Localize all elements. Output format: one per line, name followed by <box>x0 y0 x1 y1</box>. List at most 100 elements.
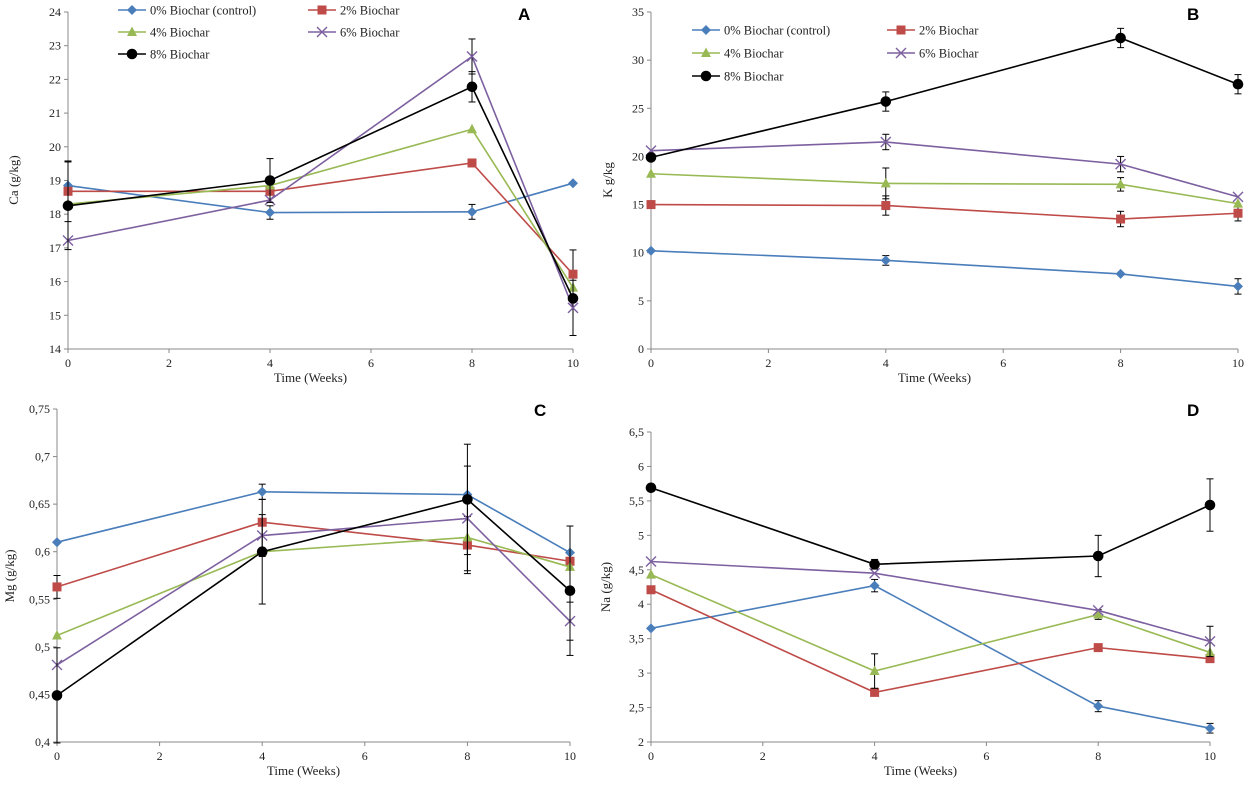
panel-b-legend-label: 6% Biochar <box>919 47 979 61</box>
panel-c-y-axis-title: Mg (g/kg) <box>2 549 17 602</box>
panel-c-xtick-label: 10 <box>564 749 576 763</box>
panel-c-series-3-line <box>56 517 571 666</box>
panel-b-series-2-marker <box>880 177 891 188</box>
panel-d-ytick-label: 4 <box>638 597 644 611</box>
panel-c-series-4-marker <box>51 690 63 701</box>
panel-a-series-4-line <box>67 85 574 299</box>
panel-a-legend-swatch-marker-stroke-b <box>316 26 328 38</box>
panel-a-ytick-label: 14 <box>49 342 61 356</box>
panel-b-series-1-marker <box>1233 208 1243 218</box>
panel-b-ytick-label: 0 <box>638 342 644 356</box>
panel-b-legend-label: 0% Biochar (control) <box>724 24 830 38</box>
panel-b-ytick-label: 30 <box>632 53 644 67</box>
panel-c-ytick-label: 0,6 <box>35 545 50 559</box>
panel-a-legend-label: 6% Biochar <box>340 26 400 40</box>
panel-a-legend-swatch-marker <box>127 26 137 36</box>
panel-b-xtick-label: 2 <box>765 356 771 370</box>
panel-b-legend-swatch-marker <box>895 47 907 59</box>
panel-a-ytick-label: 21 <box>49 106 61 120</box>
panel-b-series-0-marker <box>880 255 891 266</box>
panel-d-ytick-label: 6,5 <box>629 425 644 439</box>
panel-c-series-1-line <box>56 521 571 588</box>
panel-d-series-2-marker <box>869 665 880 676</box>
panel-a-xtick-label: 10 <box>567 356 579 370</box>
panel-d-xtick-label: 6 <box>983 749 989 763</box>
panel-b-series-3-marker-stroke-b <box>1115 158 1127 170</box>
panel-a-xtick-label: 2 <box>166 356 172 370</box>
panel-c: 0,4 0,45 0,5 0,55 0,6 0,65 0,7 0,75 0 2 4 6 8 10 Time … <box>2 401 576 778</box>
panel-d-ytick-label: 6 <box>638 459 644 473</box>
panel-a-ytick-label: 16 <box>49 275 61 289</box>
panel-b-legend-swatch-marker <box>701 25 711 35</box>
panel-b-legend-item-1: 2% Biochar <box>887 24 979 38</box>
panel-a-series-4 <box>62 71 579 304</box>
panel-a-legend: 0% Biochar (control) 2% Biochar 4% Biochar… <box>118 4 400 62</box>
panel-a-legend-item-2: 4% Biochar <box>118 26 210 40</box>
panel-a-legend-item-3: 6% Biochar <box>308 26 400 40</box>
panel-a-series-2 <box>63 123 578 292</box>
panel-a-series-0-marker <box>467 206 477 217</box>
panel-a-xtick-label: 8 <box>469 356 475 370</box>
panel-c-xtick-label: 8 <box>464 749 470 763</box>
panel-b-ytick-label: 10 <box>632 246 644 260</box>
panel-d-series-3-marker-stroke-b <box>1092 604 1104 616</box>
panel-b-series-1-marker <box>1116 214 1126 224</box>
panel-d-series-2-marker <box>1093 609 1104 619</box>
panel-a-series-1-marker <box>568 269 578 279</box>
panel-b-series-4-line <box>650 37 1239 159</box>
panel-b-ytick-label: 15 <box>632 198 644 212</box>
panel-a-xtick-label: 4 <box>267 356 273 370</box>
panel-a-legend-swatch-marker <box>126 48 138 60</box>
panel-c-xtick-label: 6 <box>362 749 368 763</box>
panel-b-legend-item-4: 8% Biochar <box>692 70 784 84</box>
panel-a-series-1-marker <box>467 158 477 168</box>
panel-c-ytick-label: 0,55 <box>29 592 50 606</box>
panel-d-series-3-line <box>650 560 1211 643</box>
panel-b-xtick-label: 0 <box>648 356 654 370</box>
panel-d-ytick-label: 4,5 <box>629 563 644 577</box>
panel-b-y-axis-title: K g/kg <box>600 162 615 198</box>
panel-b-ytick-label: 35 <box>632 5 644 19</box>
panel-b-xtick-label: 10 <box>1232 356 1244 370</box>
panel-a-xtick-label: 0 <box>65 356 71 370</box>
panel-a-series-1 <box>63 158 578 299</box>
panel-c-ytick-label: 0,7 <box>35 450 50 464</box>
panel-c-xtick-label: 4 <box>259 749 265 763</box>
panel-a-series-0-marker <box>568 178 578 189</box>
panel-c-series-0 <box>52 483 575 558</box>
panel-b-series-1-line <box>650 203 1239 220</box>
panel-c-xtick-label: 0 <box>54 749 60 763</box>
panel-c-series-4-marker <box>462 494 473 505</box>
panel-a-series-4-marker <box>466 81 478 93</box>
panel-c-xtick-label: 2 <box>157 749 163 763</box>
panel-b: 0 5 10 15 20 25 30 35 0 2 4 6 8 10 Time (Weeks) K g/kg B… <box>600 5 1244 385</box>
panel-b-series-0 <box>646 245 1243 295</box>
panel-a-ytick-label: 19 <box>49 174 61 188</box>
panel-d-xtick-label: 4 <box>872 749 878 763</box>
panel-c-series-0-marker <box>52 537 62 548</box>
panel-a-legend-item-0: 0% Biochar (control) <box>118 4 256 18</box>
panel-b-legend-label: 4% Biochar <box>724 47 784 61</box>
panel-a-series-1-line <box>68 162 574 275</box>
panel-a-ytick-label: 22 <box>49 72 61 86</box>
panel-b-legend-swatch-marker <box>700 70 712 82</box>
panel-d-y-axis-title: Na (g/kg) <box>598 562 613 612</box>
panel-a-x-axis-title: Time (Weeks) <box>274 370 347 385</box>
panel-b-series-3 <box>645 133 1244 203</box>
panel-b-series-4-marker <box>1232 78 1244 90</box>
panel-a-ytick-label: 17 <box>49 241 61 255</box>
panel-b-series-3-marker <box>1232 191 1244 203</box>
panel-c-series-2-line <box>56 536 571 637</box>
panel-d-series-4-line <box>650 487 1211 566</box>
panel-a-legend-item-1: 2% Biochar <box>308 4 400 18</box>
panel-d-series-0-marker <box>646 623 656 634</box>
panel-b-series-4-marker <box>1115 32 1126 44</box>
panel-c-ytick-label: 0,45 <box>29 687 50 701</box>
panel-a-ytick-label: 24 <box>49 5 61 19</box>
panel-c-ytick-label: 0,65 <box>29 497 50 511</box>
panel-b-xtick-label: 6 <box>1000 356 1006 370</box>
panel-d-series-3-marker <box>645 556 657 568</box>
